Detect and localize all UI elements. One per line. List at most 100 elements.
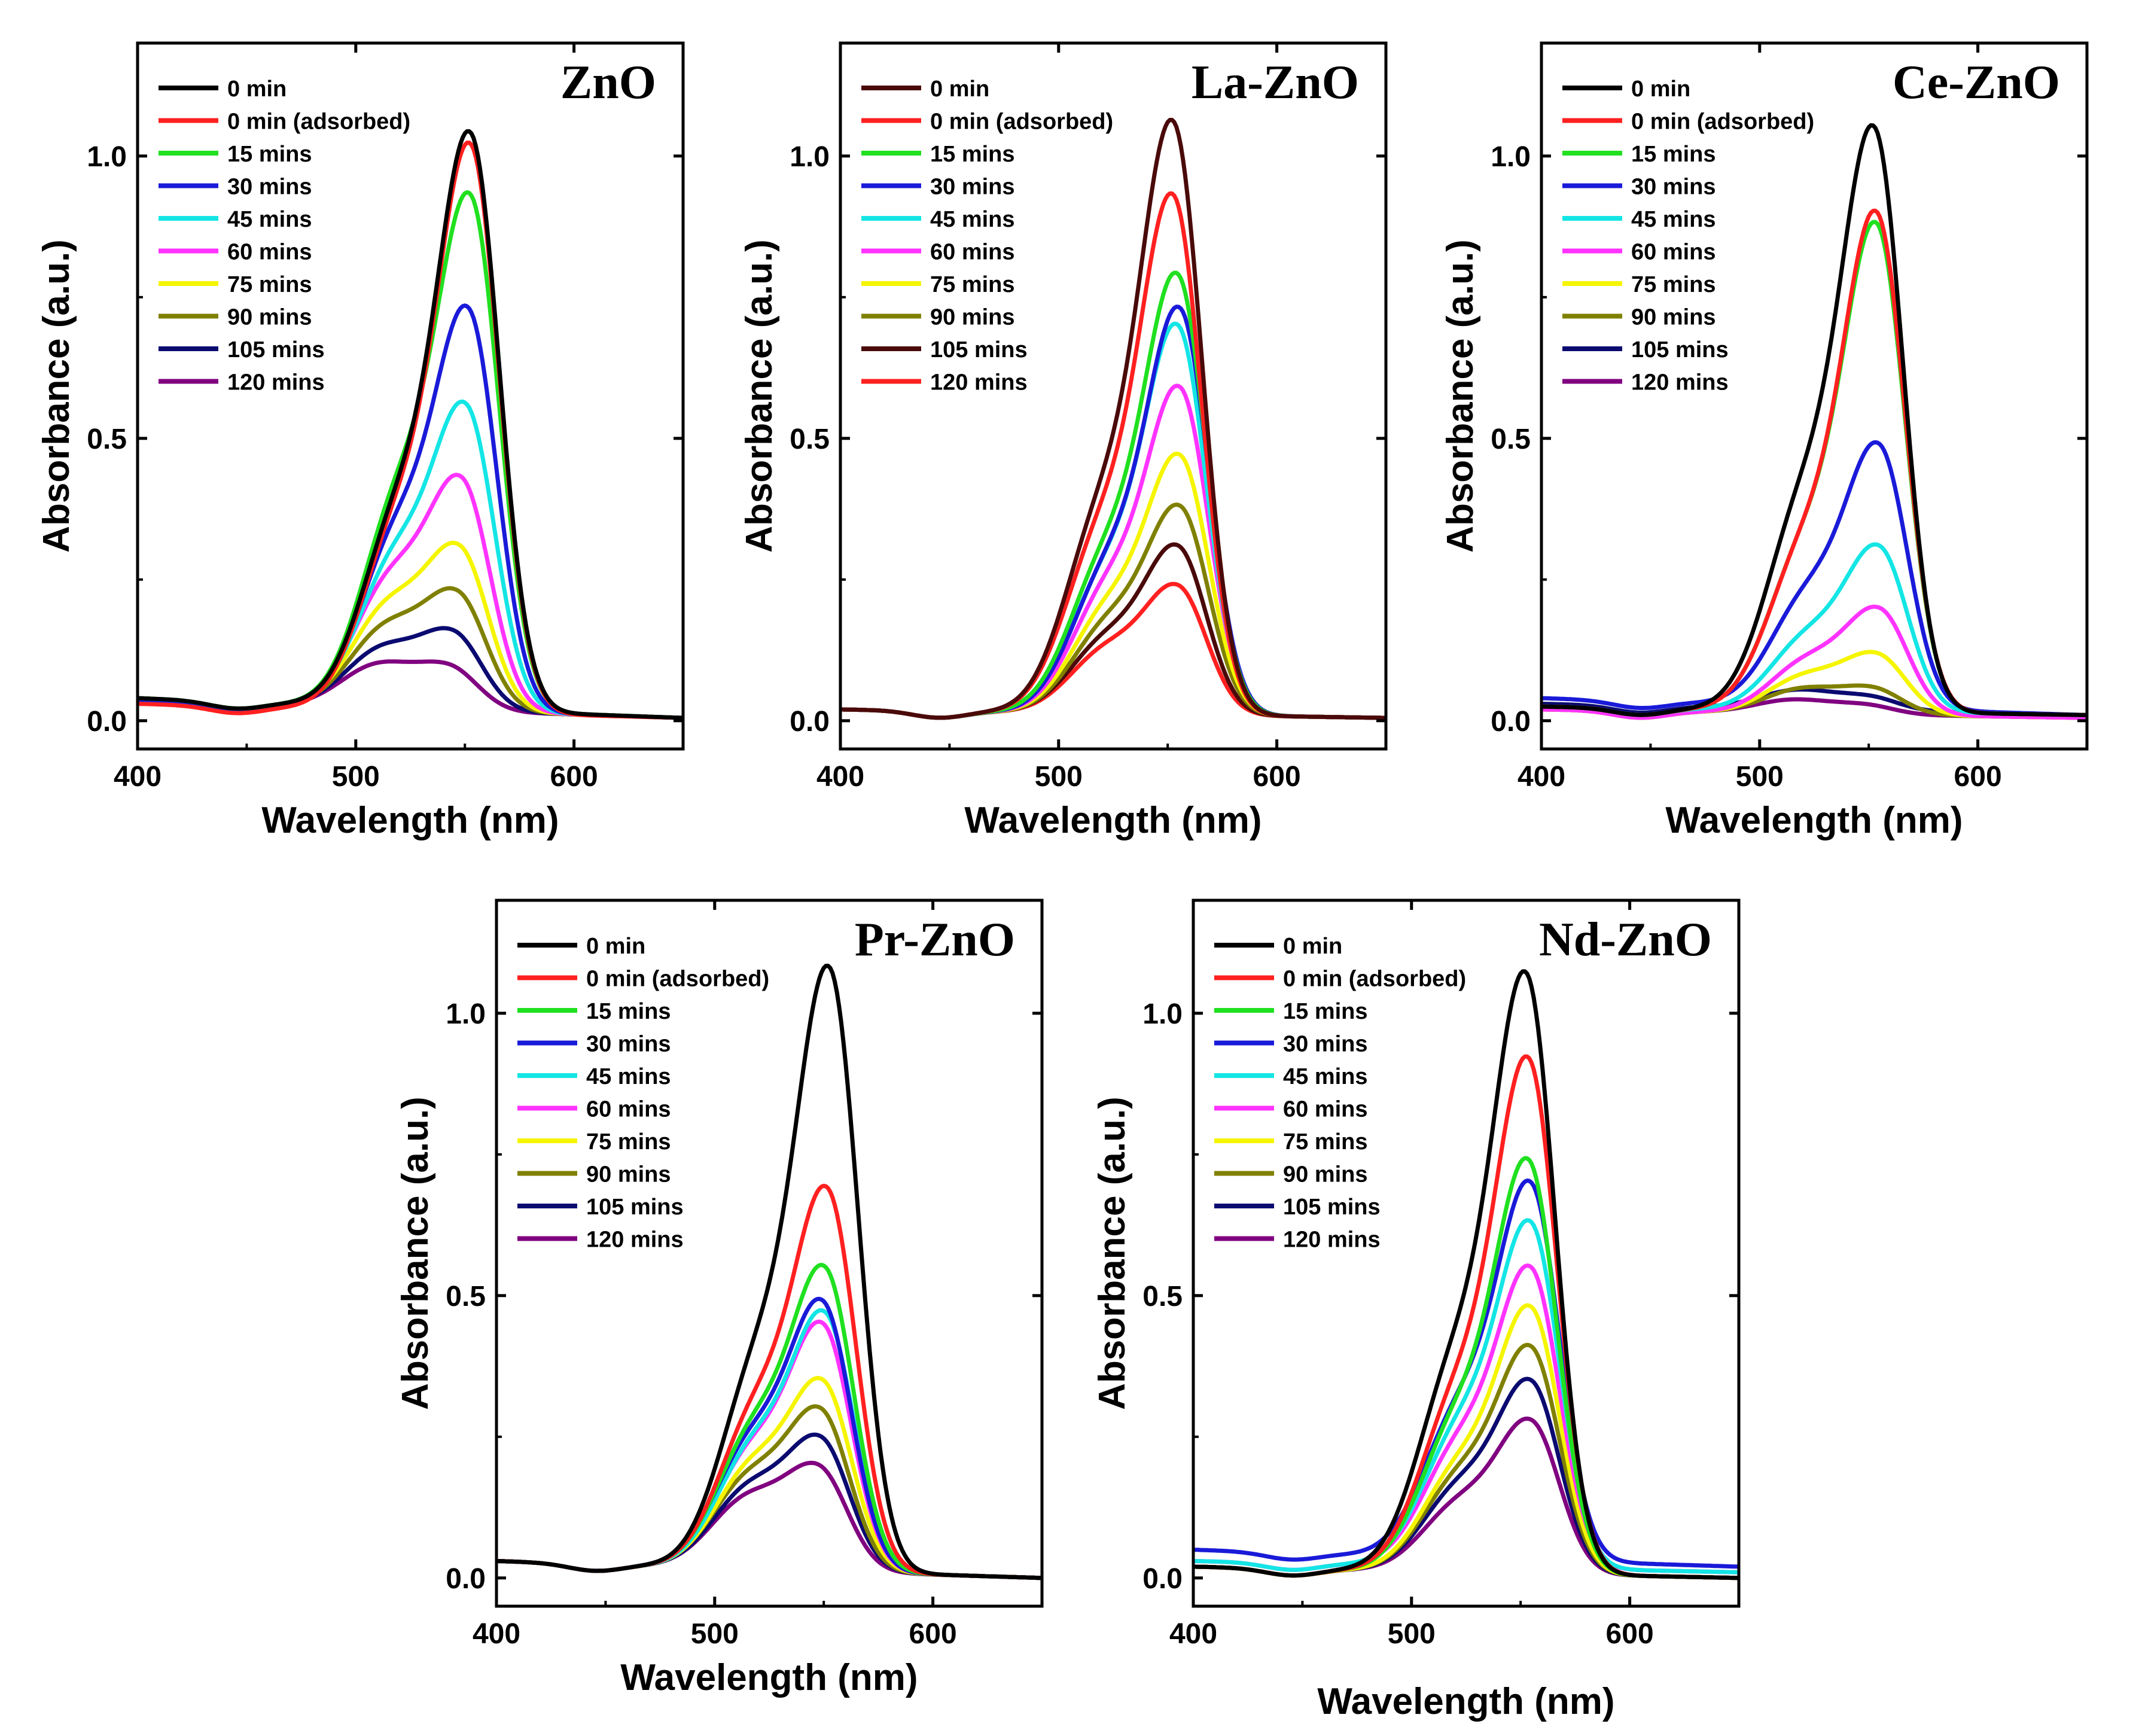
legend-label: 90 mins [1631,305,1716,330]
legend-label: 30 mins [586,1032,671,1057]
legend-label: 0 min (adsorbed) [930,109,1113,135]
series-line-0 [1193,969,1739,1580]
legend-label: 45 mins [930,207,1015,232]
legend-label: 30 mins [227,175,312,200]
legend-label: 105 mins [930,337,1028,363]
x-tick-label: 500 [332,761,380,793]
legend-label: 15 mins [586,999,671,1024]
legend-label: 75 mins [1283,1129,1368,1155]
series-line-0 [840,118,1386,720]
legend-label: 105 mins [1631,337,1729,363]
series-group [1541,123,2087,720]
x-tick-label: 500 [691,1618,739,1650]
plot-frame [1540,41,2089,751]
legend-label: 75 mins [1631,272,1716,297]
x-tick-label: 600 [1606,1618,1654,1650]
legend-label: 60 mins [930,240,1015,265]
y-tick-label: 0.5 [790,424,830,455]
legend-label: 0 min [930,77,989,102]
legend-label: 45 mins [1631,207,1716,232]
series-line-0 [1541,123,2087,717]
y-axis-title: Absorbance (a.u.) [36,239,77,553]
legend-label: 0 min (adsorbed) [586,967,769,992]
plot-frame [495,899,1044,1608]
legend-label: 60 mins [586,1097,671,1122]
panel-title: Pr-ZnO [855,913,1015,966]
series-line-5 [1541,604,2087,720]
legend-label: 15 mins [1631,142,1716,167]
series-line-4 [1193,1218,1739,1574]
x-tick-label: 600 [550,761,598,793]
x-tick-label: 600 [909,1618,957,1650]
panel-title: ZnO [560,56,656,109]
legend-label: 120 mins [1283,1228,1381,1253]
series-group [1193,969,1739,1580]
y-tick-label: 1.0 [1491,141,1531,173]
legend-label: 0 min [1283,934,1342,959]
y-axis-title: Absorbance (a.u.) [739,239,780,553]
legend-label: 15 mins [227,142,312,167]
x-tick-label: 400 [1518,761,1565,793]
legend-label: 75 mins [586,1129,671,1155]
x-axis-title: Wavelength (nm) [620,1657,918,1698]
legend-label: 75 mins [227,272,312,297]
legend-label: 45 mins [1283,1064,1368,1089]
y-tick-label: 0.0 [87,706,127,738]
x-tick-label: 500 [1736,761,1784,793]
y-tick-label: 0.0 [790,706,830,738]
legend: 0 min 0 min (adsorbed) 15 mins 30 mins 45 mi… [1214,934,1466,1253]
legend-label: 30 mins [1283,1032,1368,1057]
panel-la-zno: 400 500 600 0.0 0.5 1.0 Wavelength (nm) Absorba… [739,41,1388,841]
x-tick-label: 500 [1035,761,1083,793]
panel-title: La-ZnO [1192,56,1359,109]
legend-label: 45 mins [227,207,312,232]
legend-label: 90 mins [227,305,312,330]
series-group [138,129,683,720]
series-line-0 [138,129,683,720]
x-tick-label: 500 [1388,1618,1436,1650]
legend: 0 min 0 min (adsorbed) 15 mins 30 mins 45 mi… [159,77,410,395]
x-axis-title: Wavelength (nm) [964,800,1262,841]
y-tick-label: 1.0 [790,141,830,173]
legend-label: 120 mins [586,1228,684,1253]
y-tick-label: 0.5 [1491,424,1531,455]
panel-zno: 400 500 600 0.0 0.5 1.0 Wavelength (nm) Absorba… [36,41,685,841]
legend-label: 0 min [586,934,645,959]
panel-title: Nd-ZnO [1539,913,1712,966]
legend-label: 0 min (adsorbed) [1283,967,1466,992]
series-group [840,118,1386,720]
legend-label: 15 mins [930,142,1015,167]
legend-label: 120 mins [1631,370,1729,395]
x-tick-label: 400 [473,1618,520,1650]
legend-label: 0 min [1631,77,1690,102]
panel-nd-zno: 400 500 600 0.0 0.5 1.0 Wavelength (nm) Absorba… [1092,899,1741,1722]
legend-label: 15 mins [1283,999,1368,1024]
x-tick-label: 400 [1169,1618,1217,1650]
y-tick-label: 1.0 [87,141,127,173]
y-tick-label: 0.5 [446,1281,486,1312]
y-tick-label: 0.5 [87,424,127,455]
plot-frame [839,41,1388,751]
legend-label: 90 mins [586,1162,671,1187]
x-tick-label: 600 [1954,761,2002,793]
legend-label: 30 mins [1631,175,1716,200]
x-tick-label: 400 [114,761,162,793]
y-axis-title: Absorbance (a.u.) [1092,1097,1133,1410]
y-axis-title: Absorbance (a.u.) [1440,239,1481,553]
y-tick-label: 1.0 [1142,998,1183,1030]
x-tick-label: 600 [1253,761,1301,793]
legend-label: 0 min (adsorbed) [227,109,410,135]
plot-frame [1192,899,1741,1608]
legend-label: 90 mins [930,305,1015,330]
legend-label: 0 min [227,77,287,102]
legend-label: 120 mins [227,370,325,395]
legend-label: 60 mins [1631,240,1716,265]
plot-frame [136,41,685,751]
y-tick-label: 0.5 [1142,1281,1183,1312]
series-line-0 [496,964,1042,1580]
legend-label: 0 min (adsorbed) [1631,109,1814,135]
legend-label: 75 mins [930,272,1015,297]
legend: 0 min 0 min (adsorbed) 15 mins 30 mins 45 mi… [517,934,769,1253]
